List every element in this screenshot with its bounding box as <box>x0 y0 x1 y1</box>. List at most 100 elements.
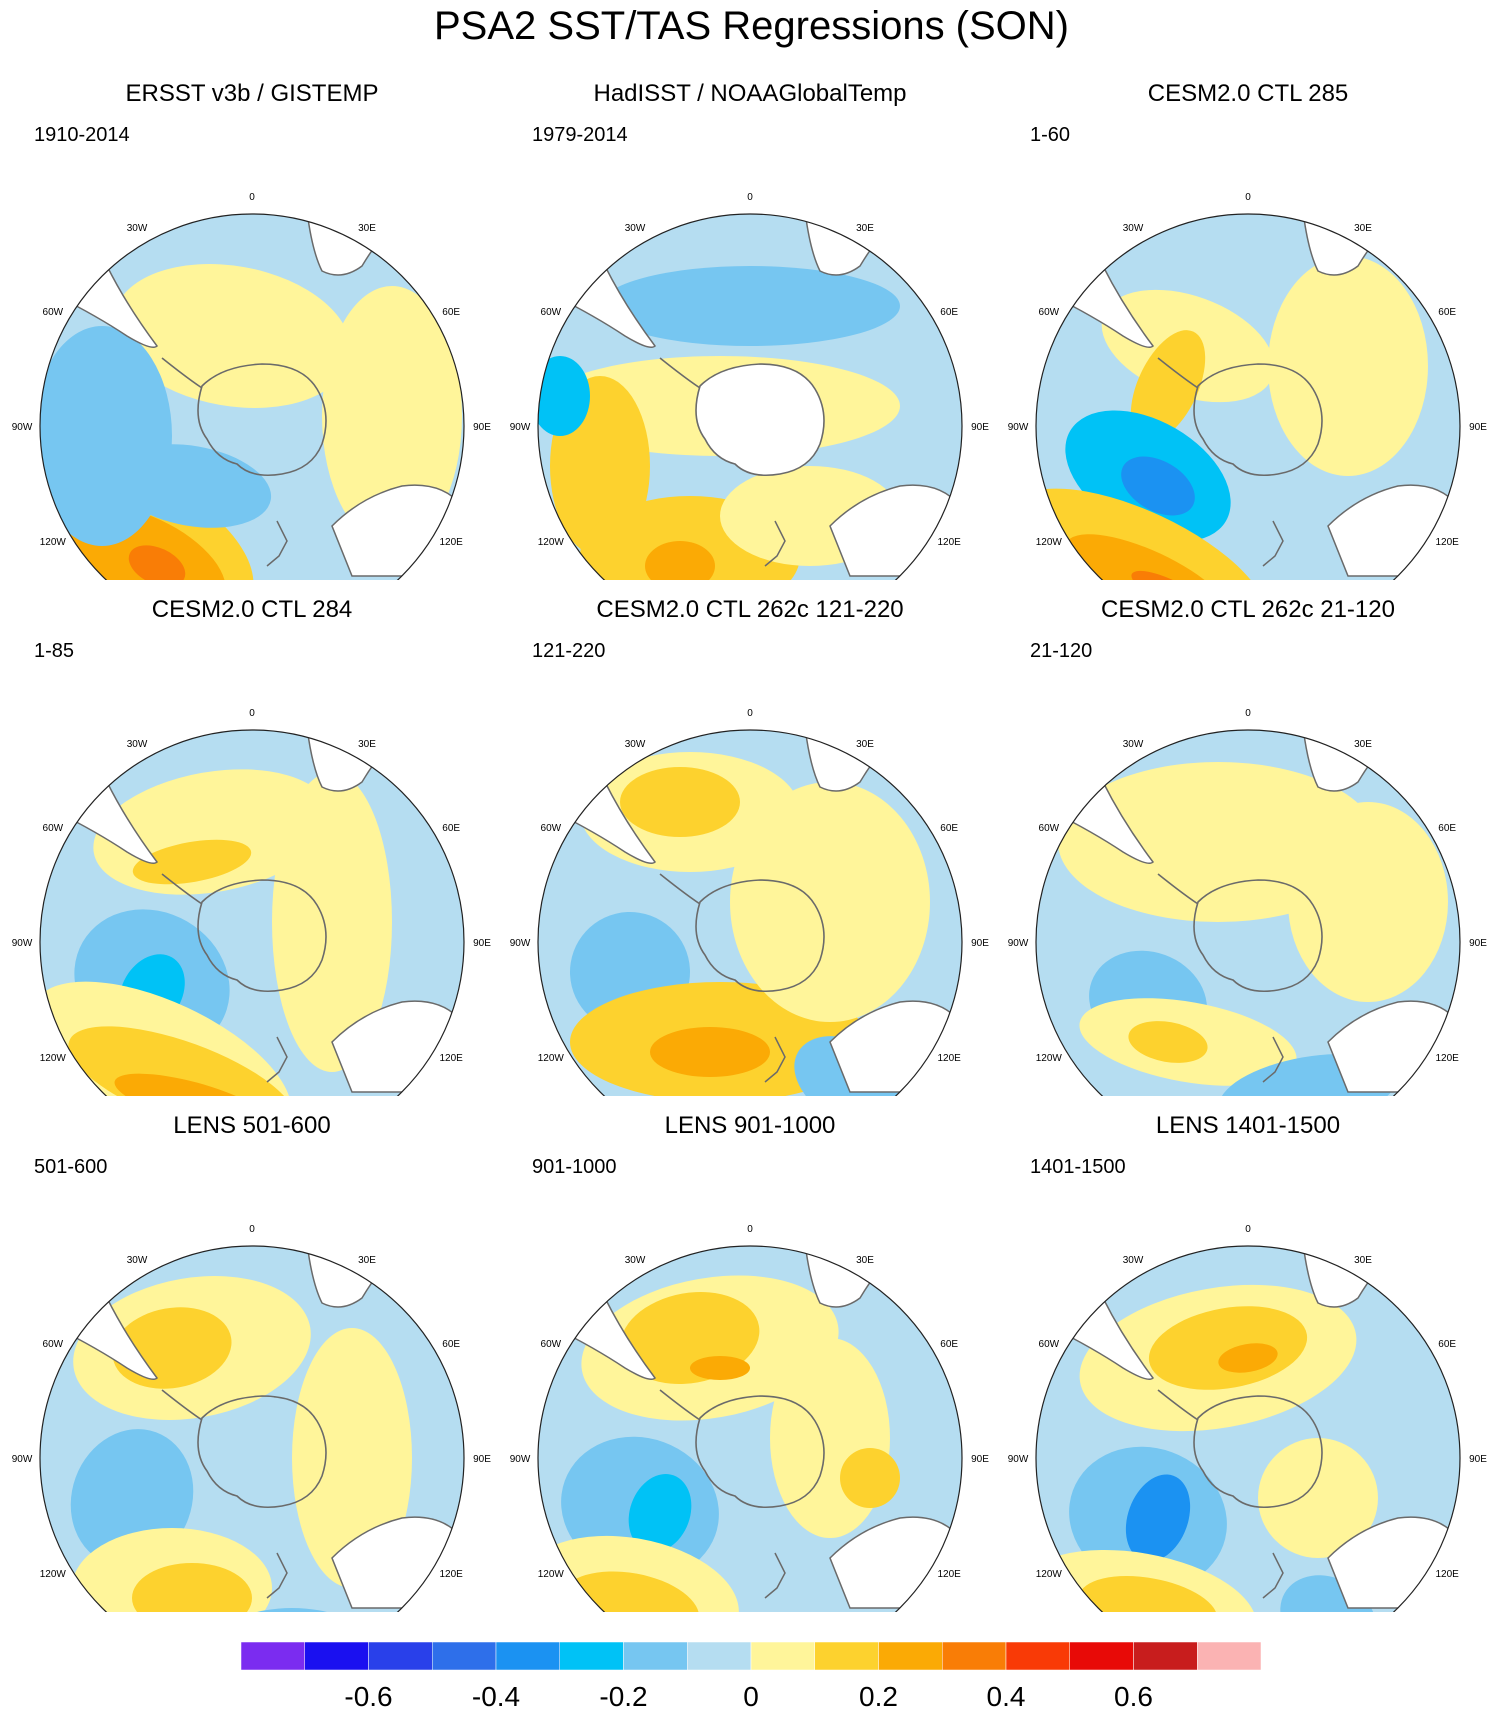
longitude-label: 90E <box>1469 1454 1487 1465</box>
colorbar-label: -0.6 <box>344 1681 392 1710</box>
colorbar-swatch <box>878 1641 943 1671</box>
longitude-label: 120E <box>440 537 464 548</box>
antarctica-coast <box>695 363 825 477</box>
longitude-label: 30W <box>1123 223 1144 234</box>
africa-coast <box>804 214 912 276</box>
panel-title: LENS 501-600 <box>173 1112 331 1139</box>
anomaly-region <box>1130 330 1206 442</box>
anomaly-region <box>1128 1021 1208 1063</box>
panel-period: 121-220 <box>532 640 606 662</box>
longitude-label: 60E <box>940 1339 958 1350</box>
anomaly-region <box>1258 1438 1378 1558</box>
longitude-label: 120W <box>1036 537 1063 548</box>
longitude-label: 60W <box>1039 1339 1060 1350</box>
anomaly-region <box>292 1328 412 1588</box>
longitude-label: 60W <box>43 1339 64 1350</box>
longitude-label: 60W <box>541 1339 562 1350</box>
map-panel: 030E60E90E120E150E180150W120W90W60W30WLE… <box>12 1112 492 1612</box>
antarctic-peninsula <box>1157 357 1199 389</box>
africa-coast <box>1302 730 1410 792</box>
polar-map: 030E60E90E120E150E180150W120W90W60W30W <box>1008 1224 1487 1612</box>
panel-title: LENS 1401-1500 <box>1155 1112 1341 1139</box>
antarctic-peninsula <box>161 357 203 389</box>
longitude-label: 60E <box>1438 1339 1456 1350</box>
antarctic-peninsula <box>161 1389 203 1421</box>
polar-map: 030E60E90E120E150E180150W120W90W60W30W <box>510 1224 989 1612</box>
longitude-label: 90W <box>1008 422 1029 433</box>
longitude-label: 90E <box>971 938 989 949</box>
colorbar-swatch <box>1133 1641 1198 1671</box>
africa-coast <box>804 1246 912 1308</box>
longitude-label: 0 <box>249 708 255 719</box>
anomaly-region <box>770 1338 890 1538</box>
colorbar-swatch <box>495 1641 560 1671</box>
anomaly-region <box>132 1563 252 1612</box>
map-border <box>537 1245 963 1612</box>
panel-title: CESM2.0 CTL 262c 21-120 <box>1101 596 1395 623</box>
longitude-label: 60E <box>1438 307 1456 318</box>
longitude-label: 90W <box>1008 1454 1029 1465</box>
longitude-label: 30E <box>358 1255 376 1266</box>
longitude-label: 30E <box>856 223 874 234</box>
anomaly-region <box>272 772 392 1072</box>
longitude-label: 120E <box>938 537 962 548</box>
antarctic-peninsula <box>1157 1389 1199 1421</box>
longitude-label: 30E <box>358 223 376 234</box>
new-zealand-coast <box>1262 1552 1284 1599</box>
anomaly-region <box>113 263 351 409</box>
anomaly-region <box>112 444 272 528</box>
anomaly-region <box>650 1027 770 1077</box>
africa-coast <box>306 730 414 792</box>
africa-coast <box>1302 214 1410 276</box>
longitude-label: 120E <box>938 1569 962 1580</box>
antarctic-peninsula <box>1157 873 1199 905</box>
colorbar-swatch <box>814 1641 879 1671</box>
longitude-label: 60E <box>442 307 460 318</box>
new-zealand-coast <box>764 1552 786 1599</box>
longitude-label: 120W <box>40 1053 67 1064</box>
panel-period: 1979-2014 <box>532 124 628 146</box>
colorbar-swatch <box>1005 1641 1070 1671</box>
longitude-label: 120E <box>1436 537 1460 548</box>
anomaly-region <box>128 545 186 580</box>
antarctic-peninsula <box>659 873 701 905</box>
panel-period: 901-1000 <box>532 1156 617 1178</box>
africa-coast <box>306 214 414 276</box>
longitude-label: 120W <box>538 1053 565 1064</box>
colorbar-swatch <box>559 1641 624 1671</box>
anomaly-region <box>730 782 930 1022</box>
longitude-label: 60E <box>442 1339 460 1350</box>
longitude-label: 90E <box>473 422 491 433</box>
panel-title: CESM2.0 CTL 285 <box>1147 80 1349 107</box>
map-border <box>1035 213 1461 580</box>
colorbar-swatch <box>432 1641 497 1671</box>
anomaly-region <box>1148 1306 1308 1390</box>
map-border <box>1035 729 1461 1096</box>
longitude-label: 90W <box>12 938 33 949</box>
longitude-label: 120E <box>440 1569 464 1580</box>
polar-map: 030E60E90E120E150E180150W120W90W60W30W <box>510 708 989 1096</box>
anomaly-region <box>840 1448 900 1508</box>
map-panel: 030E60E90E120E150E180150W120W90W60W30WER… <box>12 80 492 580</box>
panel-title: ERSST v3b / GISTEMP <box>125 80 379 107</box>
colorbar-swatch <box>240 1641 305 1671</box>
map-border <box>537 213 963 580</box>
longitude-label: 30E <box>1354 1255 1372 1266</box>
longitude-label: 60E <box>940 307 958 318</box>
antarctica-coast <box>695 1395 825 1509</box>
longitude-label: 0 <box>249 1224 255 1235</box>
antarctic-peninsula <box>659 1389 701 1421</box>
colorbar-swatch <box>623 1641 688 1671</box>
anomaly-region <box>690 1356 750 1380</box>
antarctica-coast <box>1193 879 1323 993</box>
longitude-label: 0 <box>1245 708 1251 719</box>
longitude-label: 0 <box>1245 192 1251 203</box>
polar-map: 030E60E90E120E150E180150W120W90W60W30W <box>12 708 491 1096</box>
longitude-label: 60E <box>940 823 958 834</box>
longitude-label: 0 <box>747 192 753 203</box>
longitude-label: 30W <box>625 739 646 750</box>
new-zealand-coast <box>266 1552 288 1599</box>
panel-period: 1401-1500 <box>1030 1156 1126 1178</box>
map-panel: 030E60E90E120E150E180150W120W90W60W30WCE… <box>1008 596 1488 1096</box>
new-zealand-coast <box>266 520 288 567</box>
